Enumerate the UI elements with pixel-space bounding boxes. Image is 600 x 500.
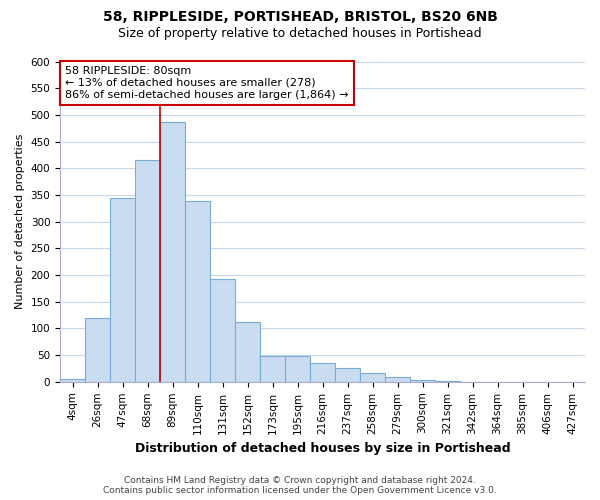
Bar [335, 368, 360, 382]
X-axis label: Distribution of detached houses by size in Portishead: Distribution of detached houses by size … [135, 442, 511, 455]
Bar [235, 322, 260, 382]
Bar [285, 356, 310, 382]
Bar [185, 202, 210, 382]
Bar [360, 372, 385, 382]
Text: 58, RIPPLESIDE, PORTISHEAD, BRISTOL, BS20 6NB: 58, RIPPLESIDE, PORTISHEAD, BRISTOL, BS2… [103, 10, 497, 24]
Text: Size of property relative to detached houses in Portishead: Size of property relative to detached ho… [118, 28, 482, 40]
Bar [260, 356, 285, 382]
Bar [310, 363, 335, 382]
Bar [210, 280, 235, 382]
Bar [135, 160, 160, 382]
Bar [410, 380, 435, 382]
Y-axis label: Number of detached properties: Number of detached properties [15, 134, 25, 310]
Text: Contains HM Land Registry data © Crown copyright and database right 2024.
Contai: Contains HM Land Registry data © Crown c… [103, 476, 497, 495]
Bar [110, 198, 135, 382]
Bar [85, 318, 110, 382]
Text: 58 RIPPLESIDE: 80sqm
← 13% of detached houses are smaller (278)
86% of semi-deta: 58 RIPPLESIDE: 80sqm ← 13% of detached h… [65, 66, 349, 100]
Bar [385, 377, 410, 382]
Bar [160, 122, 185, 382]
Bar [60, 379, 85, 382]
